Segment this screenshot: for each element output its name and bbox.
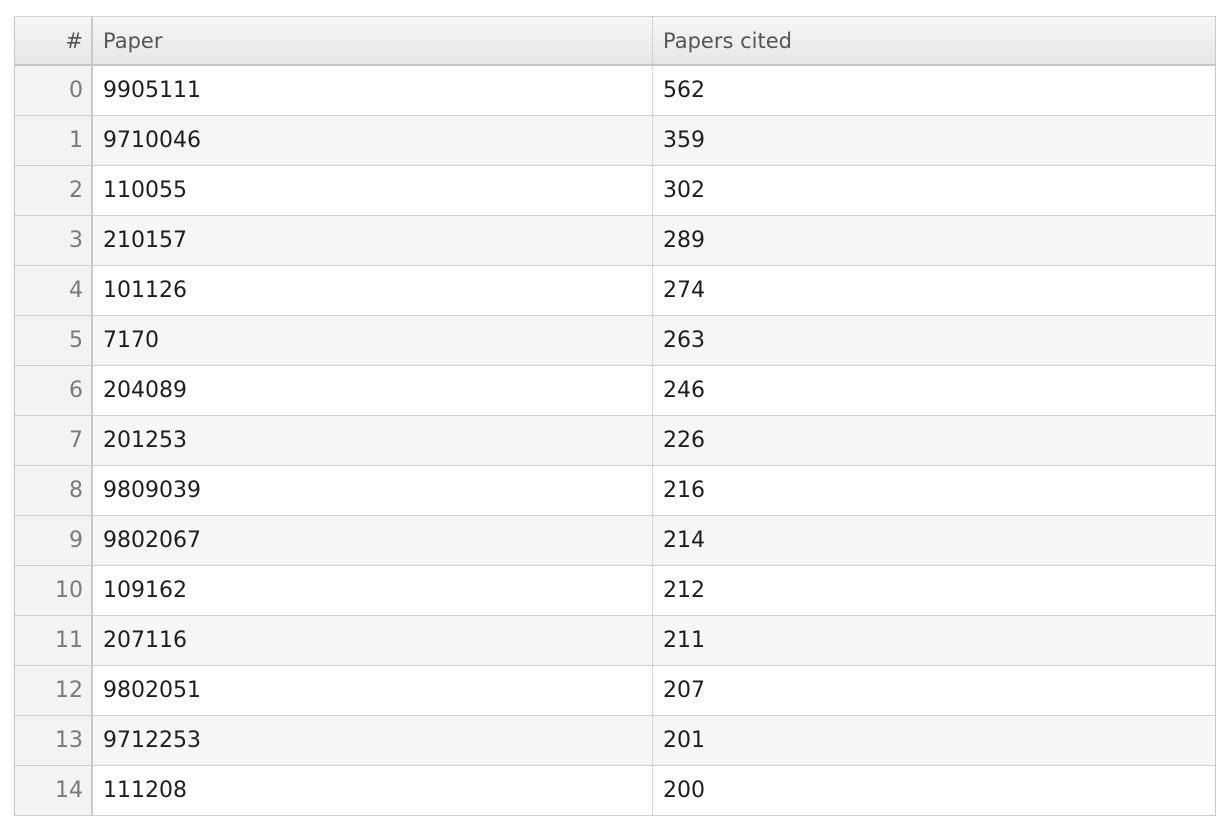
row-index-cell: 7 — [15, 416, 93, 465]
row-index-cell: 3 — [15, 216, 93, 265]
row-index-cell: 13 — [15, 716, 93, 765]
paper-cell[interactable]: 9710046 — [93, 116, 653, 165]
papers-cited-cell[interactable]: 302 — [663, 178, 705, 203]
table-body: 0 9905111 562 1 9710046 359 2 110055 302 3 210157 2… — [15, 66, 1215, 816]
table-row[interactable]: 14 111208 200 — [15, 766, 1215, 816]
table-row[interactable]: 1 9710046 359 — [15, 116, 1215, 166]
paper-cell[interactable]: 9809039 — [93, 466, 653, 515]
papers-cited-cell[interactable]: 207 — [663, 678, 705, 703]
papers-cited-cell[interactable]: 200 — [663, 778, 705, 803]
row-index-cell: 2 — [15, 166, 93, 215]
paper-cell[interactable]: 110055 — [93, 166, 653, 215]
table-row[interactable]: 6 204089 246 — [15, 366, 1215, 416]
table-row[interactable]: 4 101126 274 — [15, 266, 1215, 316]
papers-cited-cell[interactable]: 211 — [663, 628, 705, 653]
row-index-cell: 6 — [15, 366, 93, 415]
row-index-cell: 10 — [15, 566, 93, 615]
row-index-cell: 12 — [15, 666, 93, 715]
papers-cited-cell[interactable]: 562 — [663, 78, 705, 103]
table-row[interactable]: 5 7170 263 — [15, 316, 1215, 366]
papers-cited-cell[interactable]: 216 — [663, 478, 705, 503]
row-index-cell: 4 — [15, 266, 93, 315]
table-row[interactable]: 9 9802067 214 — [15, 516, 1215, 566]
paper-cell[interactable]: 101126 — [93, 266, 653, 315]
papers-cited-cell[interactable]: 359 — [663, 128, 705, 153]
papers-cited-cell[interactable]: 201 — [663, 728, 705, 753]
column-header-papers-cited[interactable]: Papers cited — [663, 28, 792, 53]
column-header-index[interactable]: # — [15, 17, 93, 64]
paper-cell[interactable]: 109162 — [93, 566, 653, 615]
table-row[interactable]: 10 109162 212 — [15, 566, 1215, 616]
column-header-paper[interactable]: Paper — [93, 17, 653, 64]
paper-cell[interactable]: 204089 — [93, 366, 653, 415]
paper-cell[interactable]: 9802051 — [93, 666, 653, 715]
table-row[interactable]: 12 9802051 207 — [15, 666, 1215, 716]
table-row[interactable]: 8 9809039 216 — [15, 466, 1215, 516]
row-index-cell: 9 — [15, 516, 93, 565]
table-row[interactable]: 0 9905111 562 — [15, 66, 1215, 116]
row-index-cell: 0 — [15, 66, 93, 115]
papers-cited-cell[interactable]: 214 — [663, 528, 705, 553]
row-index-cell: 11 — [15, 616, 93, 665]
table-row[interactable]: 3 210157 289 — [15, 216, 1215, 266]
papers-cited-cell[interactable]: 226 — [663, 428, 705, 453]
table-header: # Paper Papers cited — [15, 16, 1215, 66]
paper-cell[interactable]: 111208 — [93, 766, 653, 815]
papers-cited-cell[interactable]: 263 — [663, 328, 705, 353]
papers-cited-cell[interactable]: 246 — [663, 378, 705, 403]
row-index-cell: 8 — [15, 466, 93, 515]
table-row[interactable]: 7 201253 226 — [15, 416, 1215, 466]
table-row[interactable]: 11 207116 211 — [15, 616, 1215, 666]
table-row[interactable]: 13 9712253 201 — [15, 716, 1215, 766]
papers-cited-cell[interactable]: 289 — [663, 228, 705, 253]
row-index-cell: 5 — [15, 316, 93, 365]
paper-cell[interactable]: 9802067 — [93, 516, 653, 565]
paper-cell[interactable]: 210157 — [93, 216, 653, 265]
table-row[interactable]: 2 110055 302 — [15, 166, 1215, 216]
paper-cell[interactable]: 7170 — [93, 316, 653, 365]
row-index-cell: 14 — [15, 766, 93, 815]
papers-cited-cell[interactable]: 212 — [663, 578, 705, 603]
paper-cell[interactable]: 9905111 — [93, 66, 653, 115]
row-index-cell: 1 — [15, 116, 93, 165]
papers-cited-cell[interactable]: 274 — [663, 278, 705, 303]
paper-cell[interactable]: 201253 — [93, 416, 653, 465]
data-table: # Paper Papers cited 0 9905111 562 1 9710046… — [14, 16, 1216, 816]
paper-cell[interactable]: 207116 — [93, 616, 653, 665]
paper-cell[interactable]: 9712253 — [93, 716, 653, 765]
